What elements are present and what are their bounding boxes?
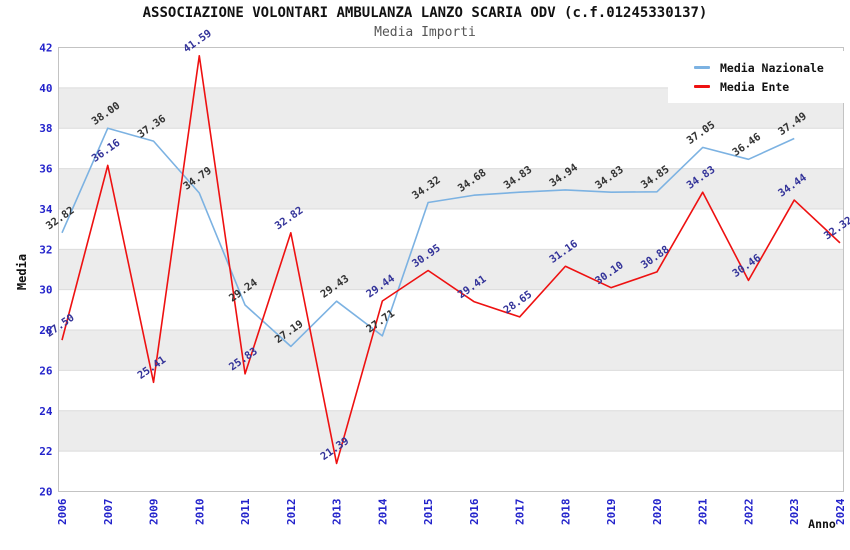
y-tick-label: 20 — [39, 486, 52, 499]
x-tick-label: 2024 — [834, 498, 847, 525]
plot-band — [58, 249, 844, 290]
y-tick-label: 40 — [39, 82, 52, 95]
y-tick-label: 36 — [39, 163, 53, 176]
x-tick-label: 2012 — [285, 499, 298, 526]
y-tick-label: 34 — [39, 203, 53, 216]
legend-label-media-nazionale: Media Nazionale — [720, 60, 824, 75]
y-tick-label: 30 — [39, 284, 52, 297]
x-tick-label: 2020 — [651, 499, 664, 526]
x-axis-title: Anno — [808, 517, 836, 531]
x-tick-label: 2019 — [605, 499, 618, 526]
y-tick-label: 42 — [39, 42, 52, 55]
x-tick-label: 2018 — [559, 499, 572, 526]
legend-item-media-nazionale: Media Nazionale — [668, 61, 845, 75]
plot-band — [58, 168, 844, 209]
plot-border — [58, 47, 844, 492]
y-tick-label: 28 — [39, 324, 52, 337]
y-tick-label: 22 — [39, 445, 52, 458]
legend-swatch-media-ente-icon — [694, 85, 710, 88]
legend-swatch-media-nazionale-icon — [694, 66, 710, 69]
chart-title: ASSOCIAZIONE VOLONTARI AMBULANZA LANZO S… — [142, 5, 708, 21]
y-axis-title: Media — [15, 254, 29, 290]
x-tick-label: 2022 — [742, 499, 755, 526]
series-line-media-ente — [61, 54, 841, 465]
plot-band — [58, 330, 844, 371]
data-label-media-ente: 36.16 — [90, 137, 123, 165]
x-tick-label: 2010 — [193, 499, 206, 526]
legend-label-media-ente: Media Ente — [720, 79, 790, 94]
x-tick-label: 2011 — [239, 498, 252, 525]
series-line-media-nazionale — [61, 127, 795, 348]
x-tick-label: 2015 — [422, 499, 435, 526]
x-tick-label: 2014 — [376, 498, 389, 525]
y-tick-label: 38 — [39, 122, 52, 135]
x-tick-label: 2021 — [697, 498, 710, 525]
x-tick-label: 2006 — [56, 498, 69, 525]
x-tick-label: 2007 — [102, 499, 115, 526]
x-tick-label: 2016 — [468, 498, 481, 525]
legend: Media Nazionale Media Ente — [668, 51, 845, 103]
data-label-media-ente: 28.65 — [502, 288, 535, 316]
plot-band — [58, 410, 844, 452]
chart-subtitle: Media Importi — [374, 25, 476, 40]
x-tick-label: 2013 — [331, 499, 344, 526]
y-tick-label: 24 — [39, 405, 53, 418]
data-label-media-ente: 41.59 — [181, 27, 214, 55]
x-tick-label: 2009 — [148, 499, 161, 526]
x-tick-label: 2023 — [788, 499, 801, 526]
y-tick-label: 26 — [39, 364, 53, 377]
y-tick-label: 32 — [39, 243, 52, 256]
x-tick-label: 2017 — [514, 499, 527, 526]
legend-item-media-ente: Media Ente — [668, 80, 845, 94]
